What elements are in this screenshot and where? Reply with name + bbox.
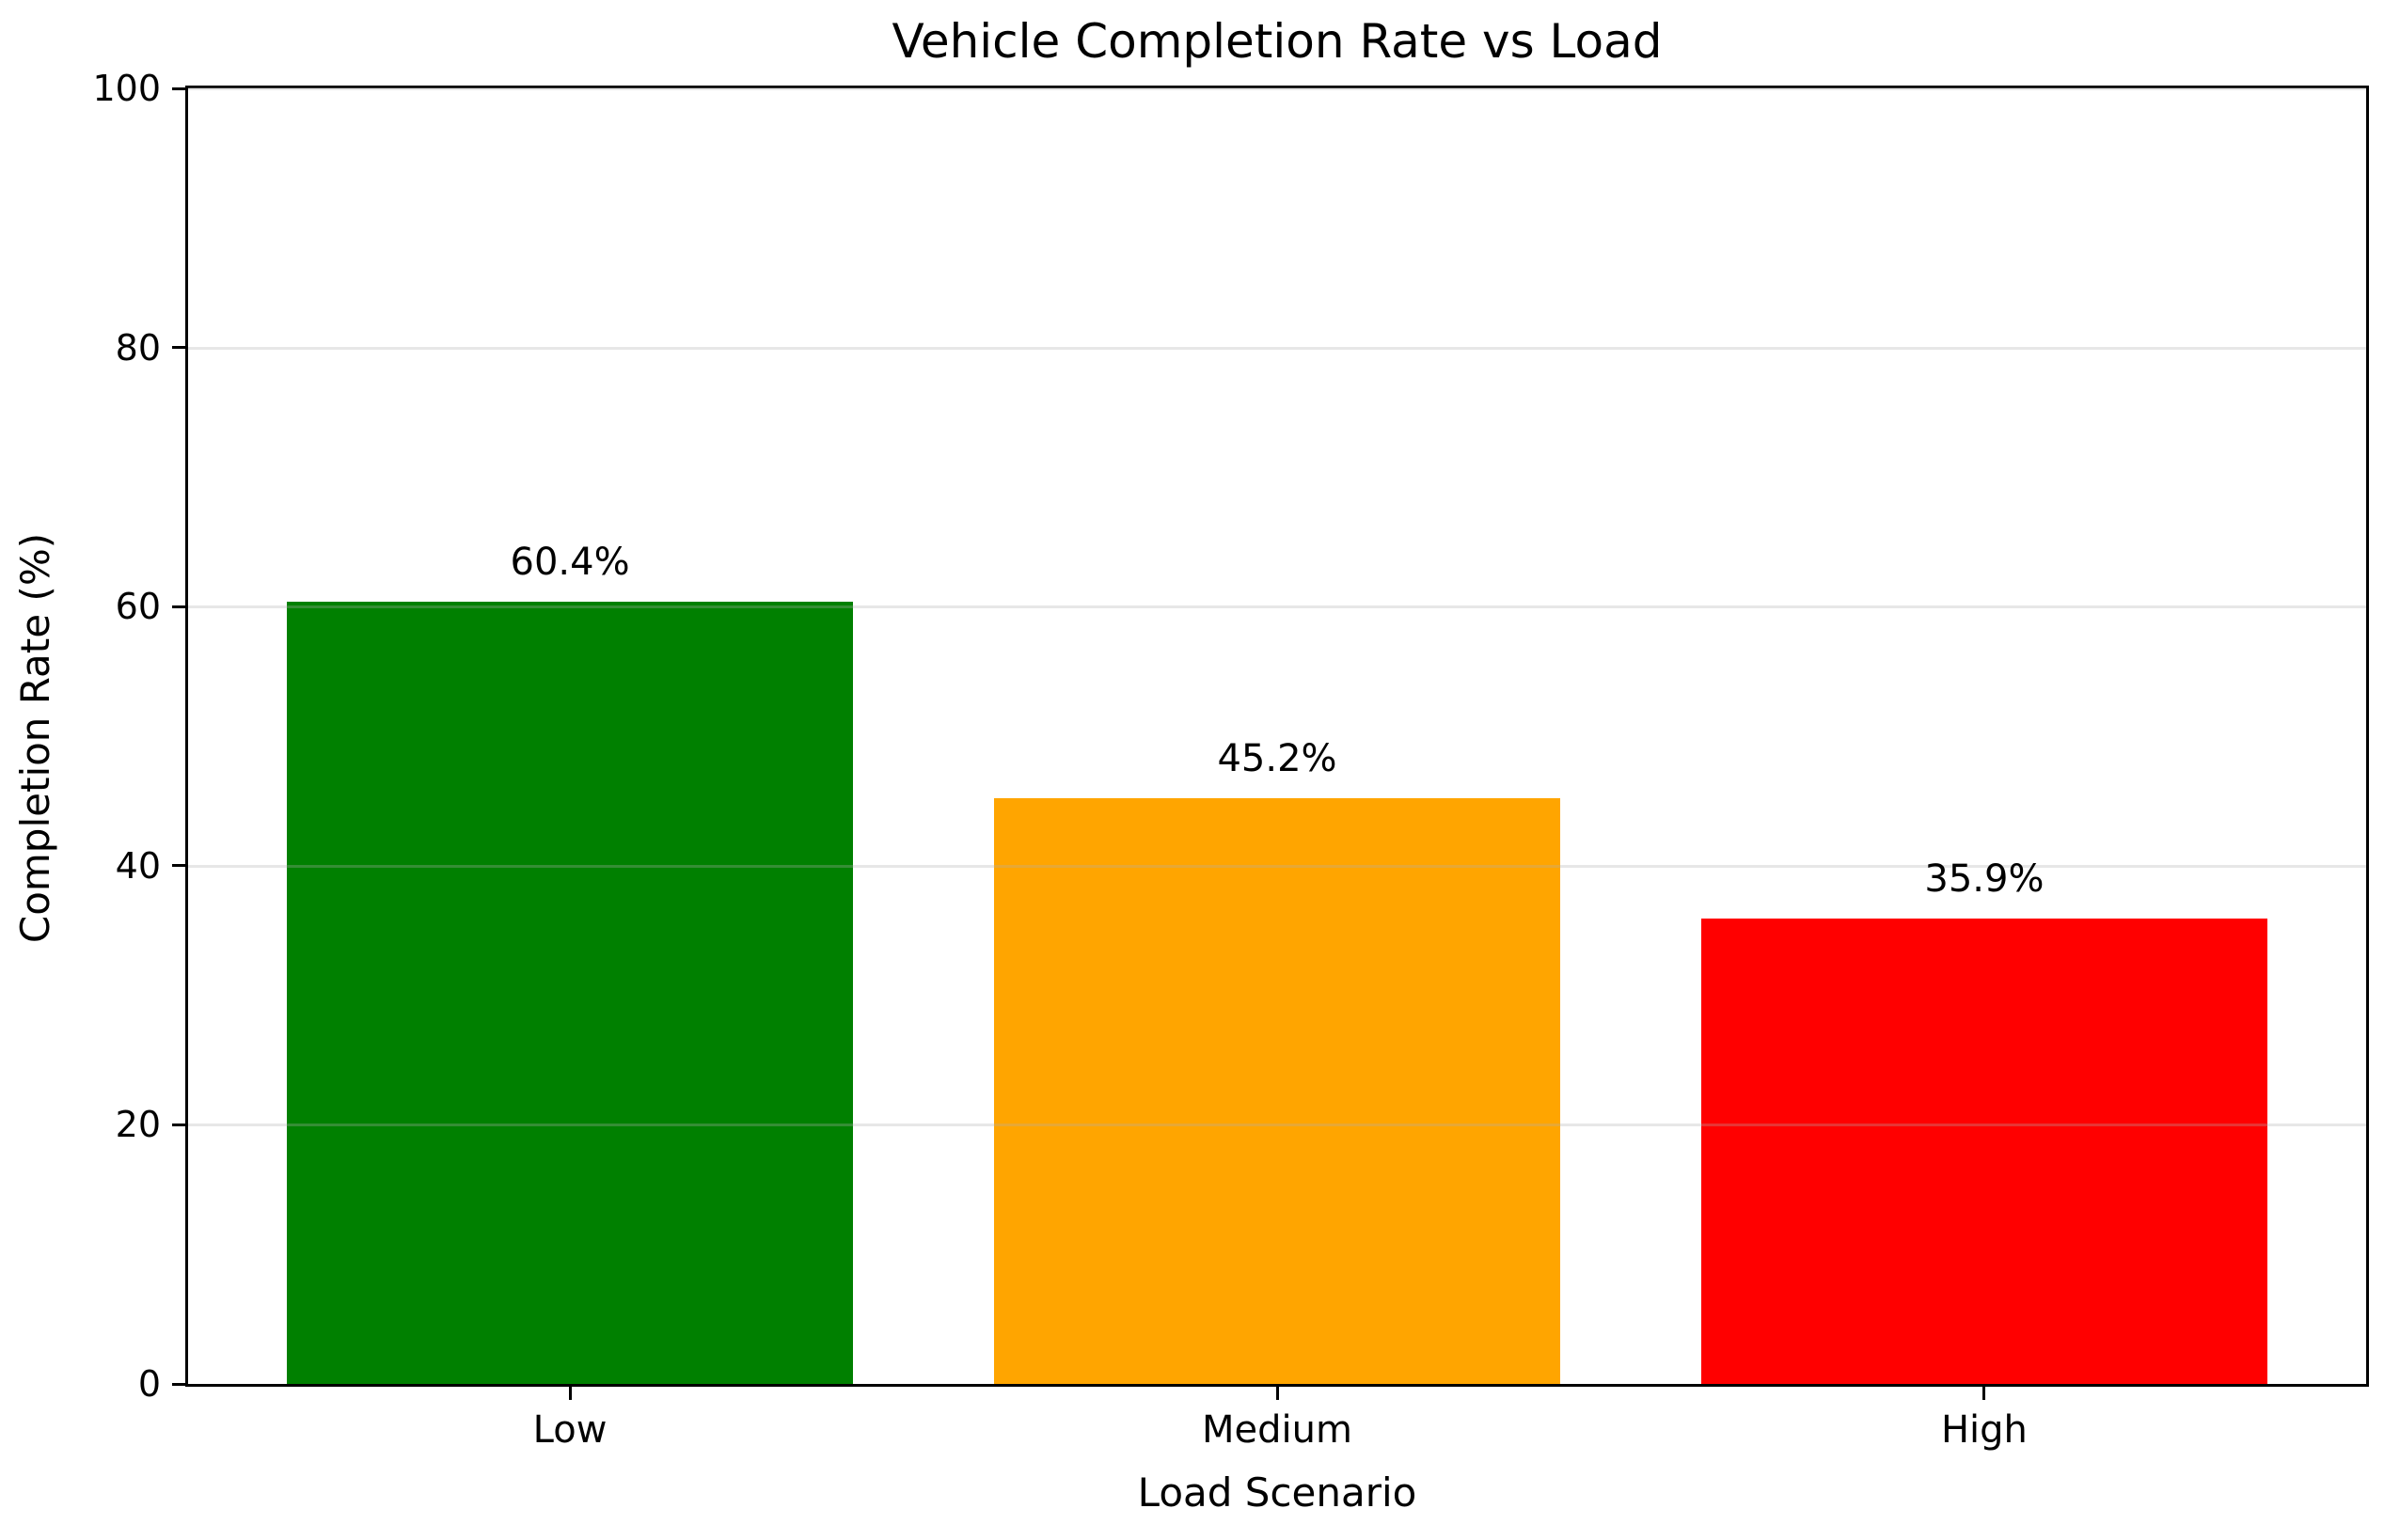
y-tick-label-0: 0 xyxy=(137,1363,161,1405)
y-tick-label-60: 60 xyxy=(115,586,161,628)
y-tick-mark-100 xyxy=(172,86,185,90)
y-tick-mark-40 xyxy=(172,864,185,868)
y-tick-mark-0 xyxy=(172,1382,185,1386)
x-tick-mark-high xyxy=(1982,1387,1986,1400)
y-tick-mark-60 xyxy=(172,605,185,608)
y-tick-mark-80 xyxy=(172,346,185,350)
y-tick-label-20: 20 xyxy=(115,1104,161,1146)
gridline-y60 xyxy=(188,605,2366,609)
gridline-y80 xyxy=(188,346,2366,350)
y-tick-label-100: 100 xyxy=(92,68,161,109)
bar-value-label-medium: 45.2% xyxy=(1217,737,1337,781)
x-axis-label: Load Scenario xyxy=(1137,1469,1417,1516)
bar-value-label-high: 35.9% xyxy=(1924,857,2045,902)
chart-title: Vehicle Completion Rate vs Load xyxy=(892,14,1663,69)
y-axis-label: Completion Rate (%) xyxy=(12,532,58,944)
y-tick-label-80: 80 xyxy=(115,326,161,369)
y-tick-mark-20 xyxy=(172,1123,185,1126)
gridline-y20 xyxy=(188,1124,2366,1127)
gridline-y40 xyxy=(188,864,2366,868)
x-tick-mark-low xyxy=(568,1387,572,1400)
bar-high xyxy=(1701,919,2267,1384)
x-tick-label-high: High xyxy=(1940,1408,2028,1452)
bar-value-label-low: 60.4% xyxy=(510,540,630,584)
bar-low xyxy=(287,601,853,1384)
y-tick-label-40: 40 xyxy=(115,844,161,887)
x-tick-label-medium: Medium xyxy=(1202,1408,1352,1452)
x-tick-mark-medium xyxy=(1275,1387,1279,1400)
gridline-y100 xyxy=(188,87,2366,90)
x-tick-label-low: Low xyxy=(532,1408,608,1452)
plot-area: 60.4% 45.2% 35.9% xyxy=(185,86,2369,1387)
bar-medium xyxy=(994,798,1560,1384)
